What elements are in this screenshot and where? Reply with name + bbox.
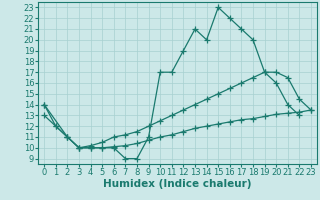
- X-axis label: Humidex (Indice chaleur): Humidex (Indice chaleur): [103, 179, 252, 189]
